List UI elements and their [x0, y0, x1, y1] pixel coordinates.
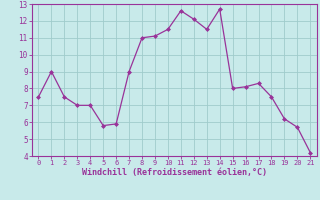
- X-axis label: Windchill (Refroidissement éolien,°C): Windchill (Refroidissement éolien,°C): [82, 168, 267, 177]
